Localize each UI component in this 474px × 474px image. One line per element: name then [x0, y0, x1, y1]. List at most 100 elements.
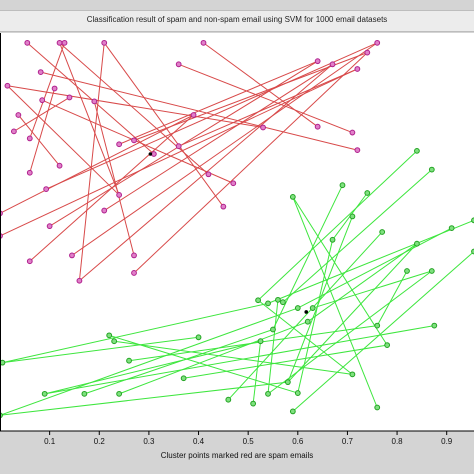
non-spam-point [257, 338, 264, 345]
spam-point [205, 171, 212, 178]
x-tick-label: 0.6 [292, 437, 304, 446]
non-spam-point [116, 390, 123, 397]
non-spam-link-line [118, 321, 308, 395]
non-spam-link-line [44, 325, 435, 395]
non-spam-link-line [84, 329, 274, 395]
spam-link-line [0, 114, 194, 214]
spam-point [4, 82, 11, 89]
spam-point [24, 39, 31, 46]
spam-link-line [41, 99, 234, 184]
spam-point [101, 207, 108, 214]
spam-link-line [13, 97, 70, 132]
non-spam-point [471, 217, 474, 224]
non-spam-point [255, 297, 261, 304]
spam-point [91, 98, 98, 105]
spam-point [175, 143, 182, 150]
non-spam-point [284, 379, 291, 386]
non-spam-point [294, 390, 301, 396]
spam-link-line [103, 42, 224, 207]
non-spam-link-line [376, 270, 408, 326]
spam-point [61, 39, 68, 46]
spam-point [354, 66, 361, 72]
x-axis-label: Cluster points marked red are spam email… [161, 451, 314, 460]
spam-link-line [29, 88, 56, 173]
spam-point [39, 97, 46, 104]
spam-link-line [103, 63, 333, 211]
spam-point [175, 61, 182, 68]
x-axis-ticks: 0.1 0.2 0.3 0.4 0.5 0.6 0.7 0.8 0.9 [44, 431, 453, 446]
non-spam-link-line [287, 243, 418, 383]
spam-point [190, 112, 197, 118]
spam-point [15, 112, 22, 118]
non-spam-link-line [183, 344, 388, 379]
non-spam-point [364, 190, 371, 196]
non-spam-link-line [114, 340, 353, 375]
spam-point [260, 124, 266, 131]
spam-link-line [133, 52, 368, 274]
x-tick-label: 0.8 [392, 437, 404, 446]
non-spam-link-line [0, 307, 298, 416]
non-spam-point [265, 300, 271, 307]
spam-link-line [49, 60, 318, 227]
x-tick-label: 0.9 [441, 437, 453, 446]
non-spam-point [294, 305, 301, 311]
spam-series [0, 39, 381, 284]
non-spam-point [111, 338, 118, 345]
spam-point [43, 186, 50, 193]
spam-link-line [59, 42, 120, 196]
spam-point [131, 252, 137, 259]
non-spam-point [384, 342, 391, 349]
spam-point [220, 203, 227, 210]
non-spam-link-line [267, 270, 433, 395]
spam-point [37, 69, 44, 75]
non-spam-point [265, 390, 271, 397]
spam-point [26, 135, 33, 142]
non-spam-point [81, 390, 88, 397]
non-spam-link-line [307, 243, 418, 323]
spam-link-line [0, 68, 358, 237]
non-spam-point [280, 299, 286, 306]
non-spam-point [270, 326, 276, 333]
spam-point [116, 141, 123, 148]
spam-point [76, 277, 83, 284]
spam-point [354, 147, 361, 154]
non-spam-point [289, 194, 296, 200]
non-spam-point [374, 404, 381, 411]
spam-point [56, 162, 63, 169]
non-spam-link-line [227, 231, 383, 401]
non-spam-point [275, 296, 281, 303]
spam-link-line [178, 63, 353, 134]
spam-point [69, 252, 75, 259]
non-spam-point [448, 225, 455, 232]
non-spam-series [0, 147, 474, 419]
non-spam-link-line [267, 219, 474, 304]
figure-title-bar: Classification result of spam and non-sp… [0, 10, 474, 32]
x-tick-label: 0.4 [193, 437, 205, 446]
non-spam-point [180, 375, 187, 382]
non-spam-link-line [2, 336, 199, 364]
non-spam-point [428, 268, 435, 274]
non-spam-point [349, 371, 356, 378]
spam-link-line [26, 42, 155, 155]
x-tick-label: 0.7 [342, 437, 354, 446]
spam-link-line [178, 68, 358, 147]
spam-point [230, 180, 237, 187]
non-spam-point [289, 408, 296, 415]
non-spam-point [379, 229, 386, 235]
spam-link-line [93, 101, 135, 256]
spam-link-line [7, 85, 120, 196]
plot-area [0, 33, 474, 431]
non-spam-point [374, 322, 381, 329]
spam-link-line [59, 42, 209, 175]
non-spam-point [195, 334, 202, 341]
non-spam-link-line [312, 270, 432, 309]
spam-point [349, 129, 356, 136]
spam-link-line [118, 60, 318, 145]
chart-title: Classification result of spam and non-sp… [86, 15, 388, 24]
non-spam-point [349, 213, 356, 220]
spam-point [26, 258, 33, 265]
non-spam-link-line [44, 340, 261, 395]
non-spam-link-line [292, 196, 378, 408]
spam-point [314, 123, 321, 130]
non-spam-point [225, 396, 232, 403]
